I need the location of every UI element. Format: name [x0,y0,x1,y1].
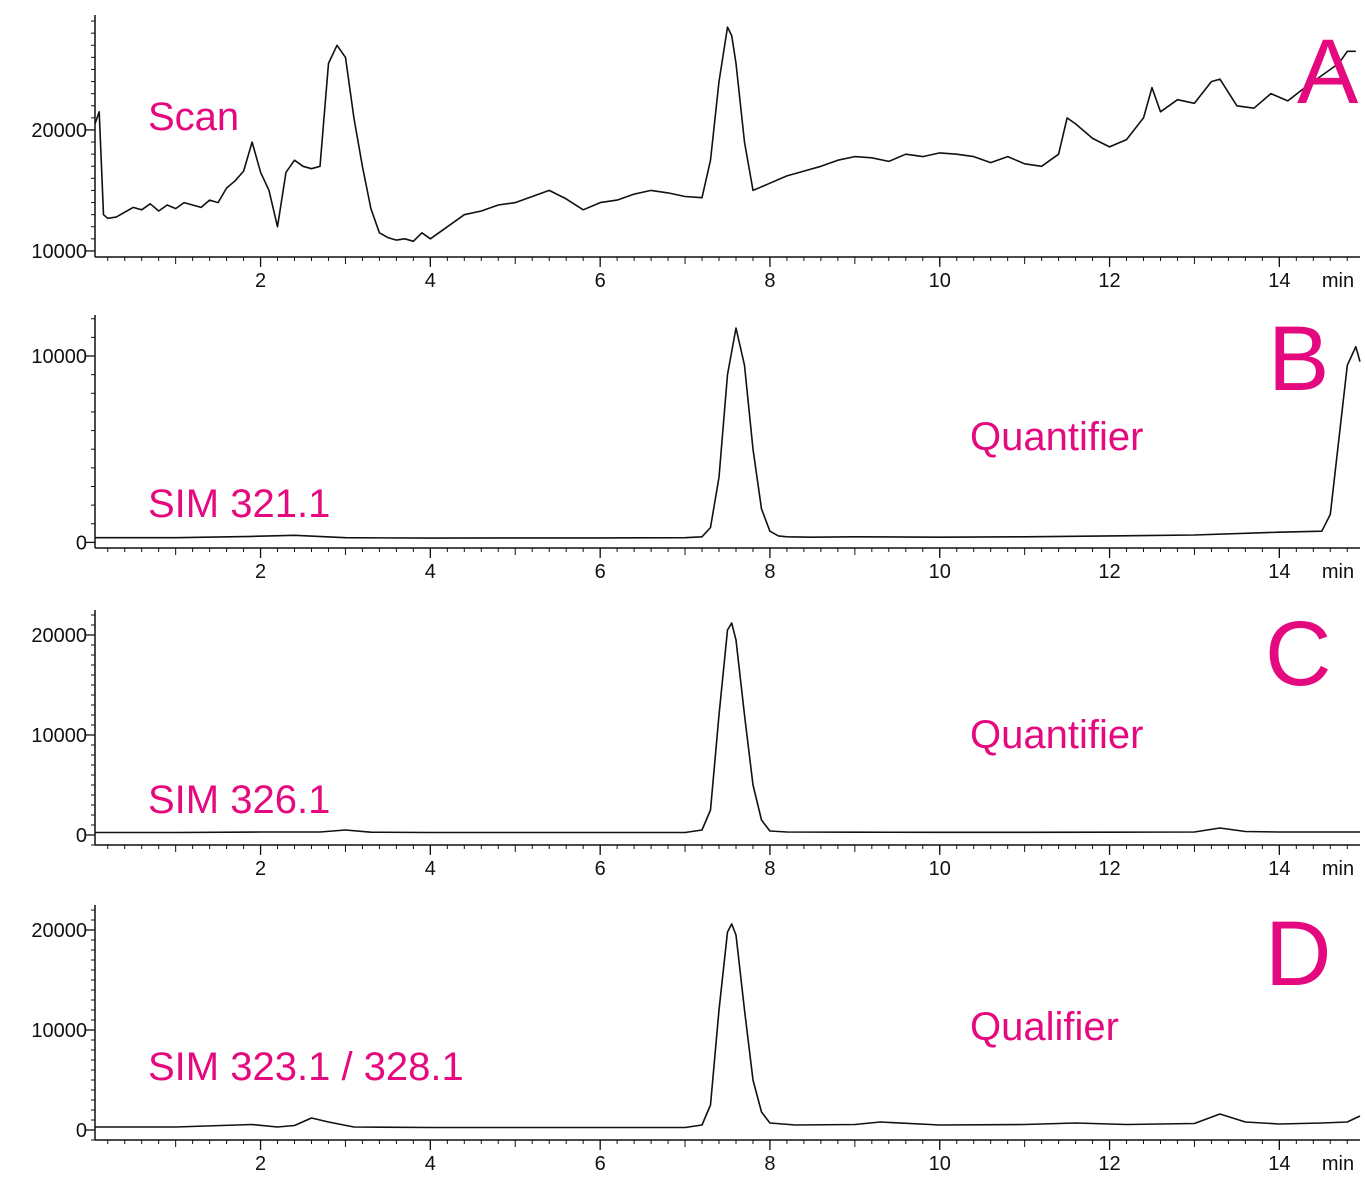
x-tick-label: 6 [595,858,606,880]
x-unit-label: min [1322,270,1354,292]
y-tick-label: 0 [76,1120,87,1142]
x-tick-label: 14 [1268,858,1290,880]
x-tick-label: 10 [929,858,951,880]
x-tick-label: 6 [595,270,606,292]
x-tick-label: 10 [929,1153,951,1175]
y-tick-label: 20000 [31,120,87,142]
x-tick-label: 6 [595,1153,606,1175]
x-tick-label: 2 [255,270,266,292]
x-tick-label: 12 [1098,858,1120,880]
chromatogram-trace [95,923,1361,1129]
y-tick-label: 20000 [31,625,87,647]
x-tick-label: 2 [255,858,266,880]
x-tick-label: 14 [1268,561,1290,583]
chromatogram-trace [95,327,1361,539]
annotation-label: Scan [148,95,239,139]
panel-letter-label: C [1265,603,1331,705]
x-tick-label: 4 [425,270,436,292]
x-tick-label: 8 [764,561,775,583]
x-tick-label: 12 [1098,270,1120,292]
annotation-label: SIM 321.1 [148,482,330,526]
x-tick-label: 8 [764,1153,775,1175]
y-tick-label: 0 [76,825,87,847]
x-tick-label: 14 [1268,1153,1290,1175]
chromatogram-trace [94,26,1356,243]
y-tick-label: 0 [76,532,87,554]
panel-c: 2 4 6 8 10 12 14 min 0 10000 20000 Quantifier SIM 32… [31,603,1360,880]
panel-a: 2 4 6 8 10 12 14 min 10000 20000 Scan A [31,15,1360,292]
panel-letter-label: D [1265,903,1331,1005]
x-tick-label: 10 [929,561,951,583]
x-unit-label: min [1322,561,1354,583]
x-unit-label: min [1322,858,1354,880]
annotation-label: Quantifier [970,415,1143,459]
y-tick-label: 10000 [31,241,87,263]
x-tick-label: 8 [764,858,775,880]
y-tick-label: 10000 [31,346,87,368]
x-tick-label: 4 [425,561,436,583]
x-tick-label: 14 [1268,270,1290,292]
panel-b: 2 4 6 8 10 12 14 min 0 10000 Quantifier SIM 321.1 B [31,308,1361,583]
annotation-label: Qualifier [970,1005,1119,1049]
x-tick-label: 2 [255,1153,266,1175]
panel-d: 2 4 6 8 10 12 14 min 0 10000 20000 Qualifier SIM 323… [31,903,1361,1175]
annotation-label: SIM 326.1 [148,778,330,822]
x-tick-label: 4 [425,1153,436,1175]
y-tick-label: 10000 [31,725,87,747]
chromatogram-trace [95,622,1360,834]
x-tick-label: 8 [764,270,775,292]
x-unit-label: min [1322,1153,1354,1175]
panel-letter-label: A [1297,21,1359,123]
annotation-label: Quantifier [970,713,1143,757]
x-tick-label: 2 [255,561,266,583]
panel-letter-label: B [1268,308,1329,410]
y-tick-label: 20000 [31,920,87,942]
x-tick-label: 6 [595,561,606,583]
x-tick-label: 12 [1098,1153,1120,1175]
x-tick-label: 4 [425,858,436,880]
x-tick-label: 12 [1098,561,1120,583]
y-tick-label: 10000 [31,1020,87,1042]
x-tick-label: 10 [929,270,951,292]
annotation-label: SIM 323.1 / 328.1 [148,1045,464,1089]
